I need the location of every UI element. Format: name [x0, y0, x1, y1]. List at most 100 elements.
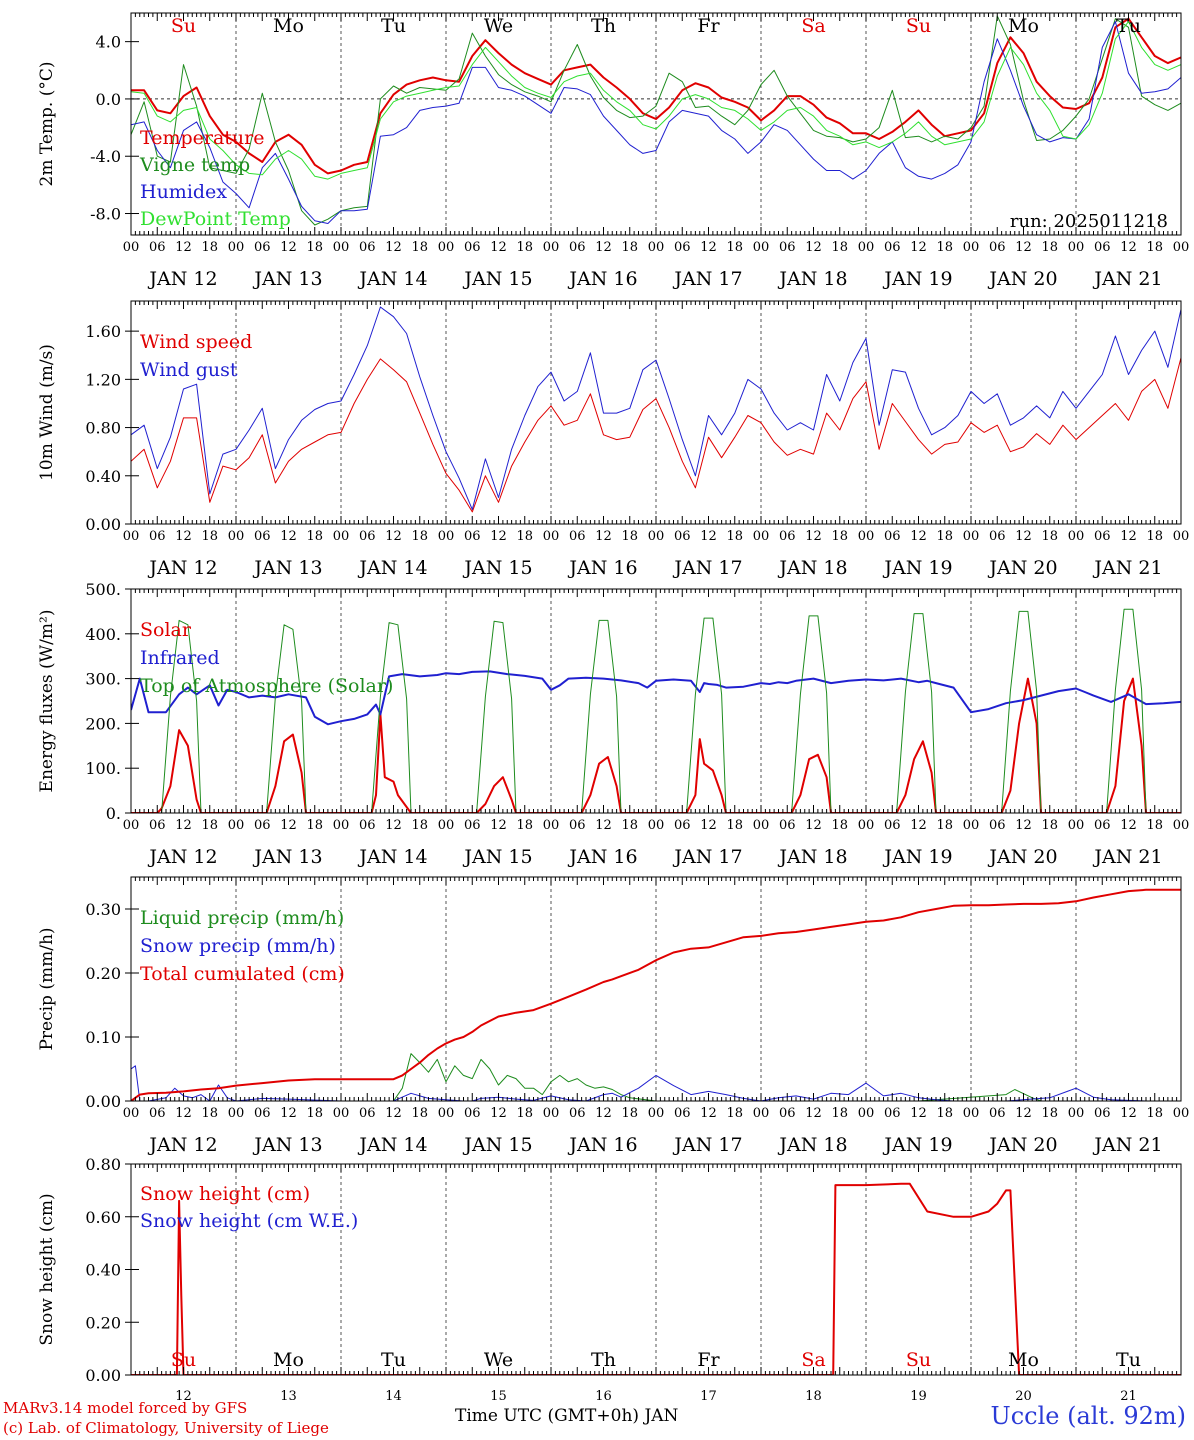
hour-tick-label: 18 [1146, 240, 1163, 255]
hour-tick-label: 12 [700, 818, 717, 833]
hour-tick-label: 06 [1094, 240, 1111, 255]
hour-tick-label: 00 [228, 529, 245, 544]
day-number-label: 15 [490, 1389, 507, 1404]
day-number-label: 13 [280, 1389, 297, 1404]
date-label: JAN 15 [462, 557, 532, 579]
hour-tick-label: 06 [779, 1106, 796, 1121]
hour-tick-label: 00 [753, 818, 770, 833]
y-tick-label: 400. [85, 625, 121, 644]
weekday-label: Tu [1116, 1349, 1141, 1371]
hour-tick-label: 06 [359, 818, 376, 833]
legend-entry: Solar [140, 619, 192, 641]
date-label: JAN 12 [147, 846, 217, 868]
hour-tick-label: 18 [516, 1106, 533, 1121]
hour-tick-label: 12 [700, 240, 717, 255]
date-label: JAN 21 [1092, 1134, 1162, 1156]
hour-tick-label: 18 [1041, 1106, 1058, 1121]
hour-tick-label: 12 [1120, 818, 1137, 833]
hour-tick-label: 18 [411, 818, 428, 833]
hour-tick-label: 18 [831, 529, 848, 544]
series-line-3 [131, 608, 1181, 813]
hour-tick-label: 06 [359, 240, 376, 255]
hour-tick-label: 06 [989, 1106, 1006, 1121]
hour-tick-label: 12 [595, 529, 612, 544]
hour-tick-label: 00 [333, 529, 350, 544]
plot-frame [130, 300, 1182, 525]
hour-tick-label: 18 [411, 529, 428, 544]
y-axis-label: 10m Wind (m/s) [37, 344, 57, 481]
y-tick-label: -4.0 [90, 147, 121, 166]
hour-tick-label: 18 [831, 818, 848, 833]
hour-tick-label: 00 [1173, 818, 1190, 833]
series-line-4 [131, 21, 1181, 180]
hour-tick-label: 12 [1015, 1106, 1032, 1121]
date-label: JAN 20 [987, 846, 1057, 868]
date-label: JAN 18 [777, 557, 847, 579]
hour-tick-label: 18 [201, 529, 218, 544]
y-tick-label: 0.30 [85, 900, 121, 919]
hour-tick-label: 00 [1068, 818, 1085, 833]
hour-tick-label: 12 [1120, 240, 1137, 255]
hour-tick-label: 06 [149, 240, 166, 255]
series-line-1 [131, 1053, 1181, 1101]
hour-tick-label: 18 [726, 529, 743, 544]
hour-tick-label: 12 [385, 818, 402, 833]
hour-tick-label: 06 [254, 1106, 271, 1121]
panel-2: 0.00 0.40 0.80 1.20 1.60 10m Wind (m/s) Wind s… [37, 300, 1189, 579]
date-label: JAN 14 [357, 268, 427, 290]
weekday-label: Su [906, 1349, 931, 1371]
weekday-label: Fr [697, 15, 720, 37]
hour-tick-label: 00 [753, 529, 770, 544]
hour-tick-label: 06 [989, 240, 1006, 255]
y-tick-label: 200. [85, 714, 121, 733]
day-number-label: 16 [595, 1389, 612, 1404]
hour-tick-label: 06 [1094, 1106, 1111, 1121]
y-tick-label: 0.00 [85, 1366, 121, 1385]
hour-tick-label: 18 [516, 529, 533, 544]
hour-tick-label: 00 [963, 818, 980, 833]
hour-tick-label: 06 [674, 529, 691, 544]
hour-tick-label: 00 [858, 240, 875, 255]
hour-tick-label: 18 [936, 1106, 953, 1121]
day-number-label: 21 [1120, 1389, 1137, 1404]
legend-entry: Snow height (cm W.E.) [140, 1210, 358, 1232]
y-axis-label: Precip (mm/h) [37, 927, 57, 1050]
y-tick-label: 0.60 [85, 1208, 121, 1227]
legend-entry: Total cumulated (cm) [140, 963, 345, 985]
panel-4: 0.00 0.10 0.20 0.30 Precip (mm/h) Liquid prec… [37, 876, 1189, 1156]
hour-tick-label: 06 [674, 240, 691, 255]
hour-tick-label: 18 [936, 529, 953, 544]
y-tick-label: 0.20 [85, 1313, 121, 1332]
hour-tick-label: 12 [805, 240, 822, 255]
hour-tick-label: 06 [359, 1106, 376, 1121]
hour-tick-label: 12 [910, 240, 927, 255]
legend-entry: Vigne temp [139, 154, 250, 176]
hour-tick-label: 12 [805, 818, 822, 833]
hour-tick-label: 18 [621, 529, 638, 544]
hour-tick-label: 06 [569, 529, 586, 544]
y-tick-label: 0.0 [96, 90, 121, 109]
hour-tick-label: 12 [595, 240, 612, 255]
date-label: JAN 15 [462, 268, 532, 290]
date-label: JAN 17 [672, 557, 742, 579]
hour-tick-label: 06 [464, 529, 481, 544]
panel-5: 0.00 0.20 0.40 0.60 0.80 Snow height (cm) Snow… [37, 1155, 1182, 1404]
hour-tick-label: 06 [464, 240, 481, 255]
hour-tick-label: 18 [936, 818, 953, 833]
hour-tick-label: 06 [989, 529, 1006, 544]
hour-tick-label: 00 [648, 1106, 665, 1121]
date-label: JAN 21 [1092, 268, 1162, 290]
weekday-label: We [484, 1349, 513, 1371]
y-tick-label: 0.40 [85, 1261, 121, 1280]
day-number-label: 14 [385, 1389, 402, 1404]
hour-tick-label: 12 [1120, 1106, 1137, 1121]
weekday-label: Mo [273, 1349, 304, 1371]
hour-tick-label: 06 [884, 1106, 901, 1121]
y-tick-label: 0.80 [85, 419, 121, 438]
run-annotation: run: 2025011218 [1010, 211, 1168, 232]
credit-line: (c) Lab. of Climatology, University of L… [3, 1419, 329, 1437]
hour-tick-label: 00 [858, 818, 875, 833]
series-line-1 [131, 677, 1181, 813]
y-tick-label: 0.00 [85, 515, 121, 534]
day-number-label: 12 [175, 1389, 192, 1404]
